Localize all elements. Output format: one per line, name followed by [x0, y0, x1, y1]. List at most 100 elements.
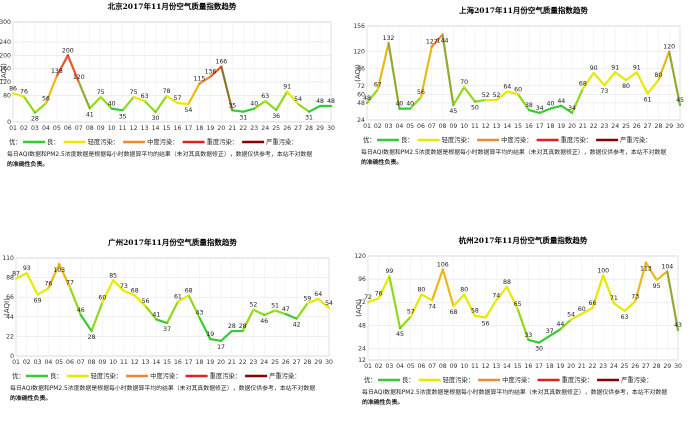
data-point: [506, 285, 508, 288]
data-point: [409, 315, 412, 318]
series-line-segment: [263, 309, 277, 317]
series-line-segment: [58, 263, 72, 289]
x-tick-label: 05: [406, 123, 414, 130]
x-tick-label: 16: [524, 363, 532, 370]
footnote-line2: 的准确性负责。: [10, 394, 51, 402]
data-label: 37: [546, 328, 554, 335]
series-line-segment: [209, 337, 223, 342]
y-tick-label: 72: [358, 299, 366, 306]
data-point: [367, 301, 369, 304]
x-tick-label: 18: [195, 125, 203, 132]
data-label: 34: [536, 105, 544, 112]
legend-label: 轻度污染：: [91, 371, 122, 380]
data-label: 70: [460, 79, 468, 86]
y-tick-label: 0: [10, 353, 14, 360]
legend-label: 轻度污染：: [443, 375, 474, 384]
data-point: [538, 111, 541, 114]
legend-label: 严重污染：: [621, 375, 652, 384]
series-line-segment: [549, 104, 563, 110]
data-point: [668, 50, 671, 53]
x-tick-label: 02: [23, 359, 31, 366]
y-axis-label: (AQI): [0, 63, 8, 81]
x-tick-label: 24: [260, 359, 268, 366]
legend-label: 轻度污染：: [442, 135, 473, 144]
y-tick-label: 300: [0, 19, 11, 26]
footnote-line2: 的准确性负责。: [7, 160, 48, 168]
x-tick-label: 15: [514, 363, 522, 370]
data-label: 41: [152, 311, 160, 318]
data-point: [473, 314, 476, 317]
series-line-segment: [273, 309, 287, 316]
data-label: 43: [196, 310, 204, 317]
x-tick-label: 14: [503, 363, 511, 370]
data-point: [634, 300, 637, 303]
x-tick-label: 23: [250, 125, 258, 132]
x-tick-label: 11: [471, 363, 479, 370]
legend-label: 重度污染：: [210, 371, 241, 380]
x-tick-label: 15: [514, 123, 522, 130]
data-point: [112, 279, 115, 282]
data-point: [517, 93, 520, 96]
series-line-segment: [231, 109, 245, 113]
data-point: [655, 279, 658, 281]
x-tick-label: 24: [610, 363, 618, 370]
x-tick-label: 01: [363, 123, 371, 130]
chart-panel-shanghai: 上海2017年11月份空气质量指数趋势 (AQI) 24 48 60 72 96 120 156…: [350, 0, 696, 219]
data-point: [121, 109, 124, 112]
x-tick-label: 18: [546, 363, 554, 370]
x-tick-label: 19: [206, 359, 214, 366]
x-tick-label: 12: [482, 363, 490, 370]
data-point: [452, 104, 455, 106]
y-tick-label: 48: [358, 322, 366, 329]
x-tick-label: 27: [642, 363, 650, 370]
data-point: [110, 107, 113, 110]
y-tick-label: 96: [357, 66, 365, 73]
series-line-segment: [614, 71, 628, 82]
data-label: 72: [364, 294, 372, 301]
data-label: 86: [9, 85, 17, 92]
data-point: [12, 92, 14, 95]
y-tick-label: 160: [0, 66, 11, 73]
data-point: [452, 305, 455, 307]
data-point: [602, 274, 605, 277]
data-point: [176, 300, 179, 303]
series-line-segment: [431, 268, 444, 302]
series-line-segment: [634, 261, 648, 303]
x-tick-label: 17: [535, 363, 543, 370]
data-label: 56: [482, 321, 490, 328]
legend-label: 重度污染：: [562, 375, 593, 384]
series-line-segment: [570, 87, 584, 114]
series-line-segment: [441, 268, 455, 308]
data-label: 200: [62, 47, 74, 54]
x-tick-label: 07: [428, 123, 436, 130]
data-point: [527, 338, 530, 341]
data-point: [252, 308, 255, 311]
series-line-segment: [473, 314, 487, 319]
series-line-segment: [592, 71, 606, 87]
data-label: 73: [601, 88, 609, 95]
series-line-segment: [241, 308, 255, 333]
data-label: 48: [327, 98, 335, 105]
data-label: 30: [152, 115, 160, 122]
legend-label: 严重污染：: [620, 135, 651, 144]
series-line-segment: [155, 318, 169, 325]
x-tick-label: 20: [217, 125, 225, 132]
data-label: 120: [663, 44, 675, 51]
data-label: 75: [130, 89, 138, 96]
data-label: 56: [142, 298, 150, 305]
legend-label: 良：: [402, 375, 415, 384]
x-tick-label: 28: [654, 123, 662, 130]
series-line-segment: [441, 33, 455, 107]
data-point: [284, 313, 287, 316]
data-point: [409, 107, 412, 110]
data-point: [58, 263, 61, 266]
chart-panel-beijing: 北京2017年11月份空气质量指数趋势 (AQI) 0 80 120 160 200 240 3…: [0, 0, 346, 219]
data-point: [209, 338, 212, 340]
x-tick-label: 03: [31, 125, 39, 132]
data-label: 52: [482, 92, 490, 99]
x-tick-label: 03: [34, 359, 42, 366]
legend-prefix: 优：: [364, 375, 377, 384]
chart-title: 广州2017年11月份空气质量指数趋势: [108, 237, 237, 247]
series-line-segment: [144, 305, 158, 321]
x-tick-label: 29: [665, 123, 673, 130]
